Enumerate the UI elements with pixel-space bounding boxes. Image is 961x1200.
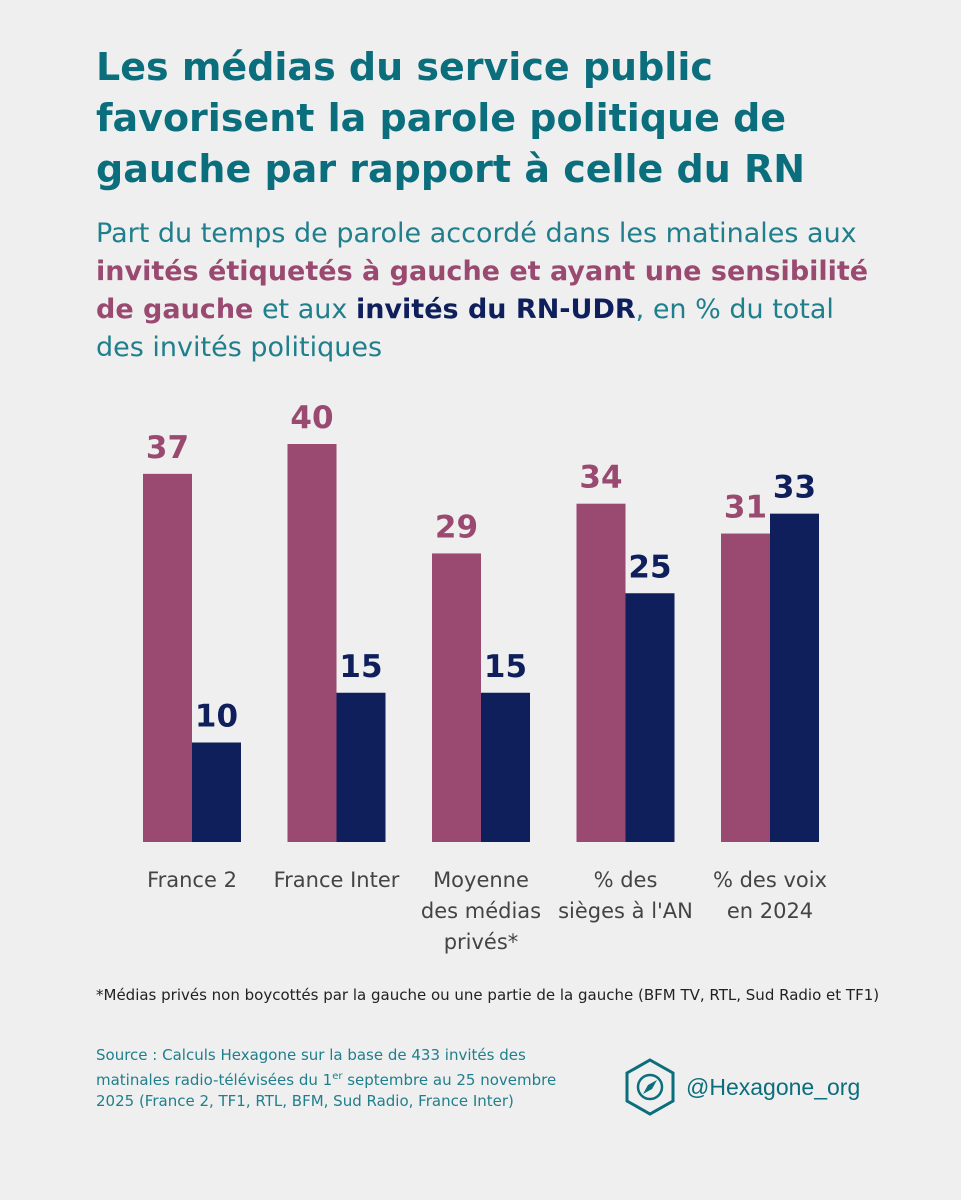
data-label-series-2-1: 15 (339, 649, 382, 685)
category-label-4-line-0: % des voix (713, 868, 827, 892)
source-text: Source : Calculs Hexagone sur la base de… (96, 1046, 526, 1089)
bar-series-2-4 (770, 513, 819, 842)
bar-series-1-0 (143, 473, 192, 842)
category-label-3-line-0: % des (594, 868, 658, 892)
data-label-series-2-2: 15 (484, 649, 527, 685)
data-label-series-1-3: 34 (579, 460, 622, 496)
bar-series-1-2 (432, 553, 481, 842)
bar-series-2-0 (192, 742, 241, 842)
subtitle-text-connector: et aux (253, 294, 356, 325)
subtitle-highlight-gauche: invités étiquetés à gauche et ayant une … (96, 256, 869, 325)
bar-series-2-3 (625, 593, 675, 842)
category-label-3-line-1: sièges à l'AN (558, 899, 693, 923)
subtitle-text: Part du temps de parole accordé dans les… (96, 218, 857, 249)
data-label-series-2-3: 25 (628, 549, 671, 585)
bar-series-1-3 (576, 503, 626, 842)
footnote: *Médias privés non boycottés par la gauc… (96, 986, 880, 1004)
category-label-0-line-0: France 2 (147, 868, 237, 892)
bar-series-1-4 (721, 533, 770, 842)
brand: @Hexagone_org (624, 1058, 860, 1116)
data-label-series-1-0: 37 (146, 430, 189, 466)
source-superscript: er (332, 1071, 343, 1082)
subtitle-highlight-rn: invités du RN-UDR (355, 294, 636, 325)
bar-series-2-2 (481, 692, 530, 842)
category-label-2-line-2: privés* (444, 930, 519, 954)
subtitle-text-end: , en % du total des invités politiques (96, 294, 834, 363)
data-label-series-1-2: 29 (435, 509, 478, 545)
bar-series-1-1 (287, 444, 337, 842)
category-label-2-line-1: des médias (421, 899, 541, 923)
source-text-end: septembre au 25 novembre 2025 (France 2,… (96, 1071, 557, 1110)
data-label-series-2-0: 10 (195, 699, 238, 735)
data-label-series-1-4: 31 (724, 490, 767, 526)
bar-chart: 37 10 France 2 40 15 France Inter 29 15 Moyenne d… (143, 400, 827, 954)
bar-series-2-1 (336, 692, 386, 842)
category-label-1-line-0: France Inter (274, 868, 400, 892)
data-label-series-1-1: 40 (290, 400, 333, 436)
hexagon-compass-icon (625, 1058, 675, 1116)
brand-handle: @Hexagone_org (686, 1073, 861, 1100)
chart-title: Les médias du service public favorisent … (96, 45, 806, 191)
category-label-2-line-0: Moyenne (433, 868, 529, 892)
data-label-series-2-4: 33 (773, 470, 816, 506)
chart-subtitle: Part du temps de parole accordé dans les… (96, 215, 886, 367)
source-note: Source : Calculs Hexagone sur la base de… (96, 1045, 576, 1112)
category-label-4-line-1: en 2024 (727, 899, 813, 923)
